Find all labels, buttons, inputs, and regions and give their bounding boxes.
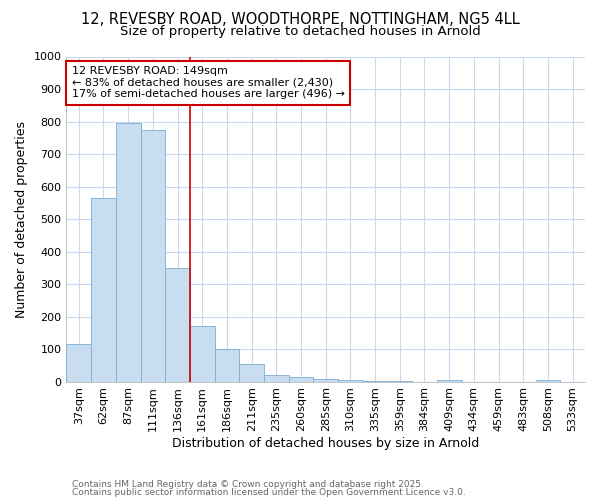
Text: Contains HM Land Registry data © Crown copyright and database right 2025.: Contains HM Land Registry data © Crown c… — [72, 480, 424, 489]
Text: Size of property relative to detached houses in Arnold: Size of property relative to detached ho… — [119, 25, 481, 38]
Bar — [140, 130, 165, 382]
Bar — [313, 379, 338, 382]
Text: Contains public sector information licensed under the Open Government Licence v3: Contains public sector information licen… — [72, 488, 466, 497]
Text: 12, REVESBY ROAD, WOODTHORPE, NOTTINGHAM, NG5 4LL: 12, REVESBY ROAD, WOODTHORPE, NOTTINGHAM… — [80, 12, 520, 28]
Bar — [363, 380, 388, 382]
Bar — [437, 380, 461, 382]
Y-axis label: Number of detached properties: Number of detached properties — [15, 120, 28, 318]
Bar — [91, 198, 116, 382]
Bar — [239, 364, 264, 382]
Bar — [289, 378, 313, 382]
Bar — [67, 344, 91, 382]
Bar — [338, 380, 363, 382]
X-axis label: Distribution of detached houses by size in Arnold: Distribution of detached houses by size … — [172, 437, 479, 450]
Bar — [165, 268, 190, 382]
Bar — [116, 123, 140, 382]
Bar — [215, 349, 239, 382]
Bar — [264, 375, 289, 382]
Bar — [536, 380, 560, 382]
Text: 12 REVESBY ROAD: 149sqm
← 83% of detached houses are smaller (2,430)
17% of semi: 12 REVESBY ROAD: 149sqm ← 83% of detache… — [71, 66, 344, 100]
Bar — [190, 326, 215, 382]
